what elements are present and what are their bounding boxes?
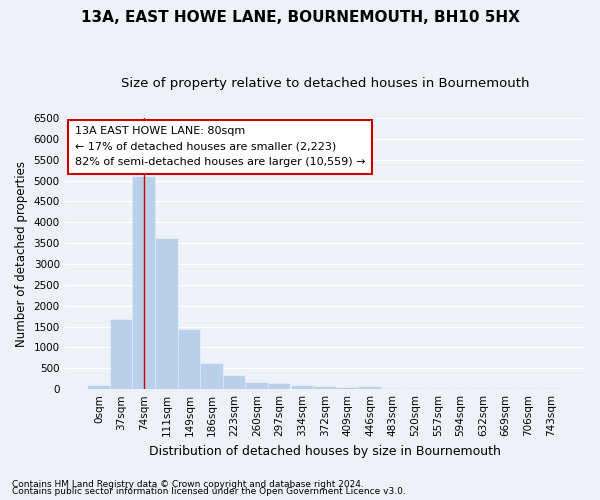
Bar [88, 386, 110, 389]
Bar [314, 387, 335, 389]
X-axis label: Distribution of detached houses by size in Bournemouth: Distribution of detached houses by size … [149, 444, 501, 458]
Title: Size of property relative to detached houses in Bournemouth: Size of property relative to detached ho… [121, 78, 529, 90]
Text: Contains public sector information licensed under the Open Government Licence v3: Contains public sector information licen… [12, 487, 406, 496]
Text: 13A, EAST HOWE LANE, BOURNEMOUTH, BH10 5HX: 13A, EAST HOWE LANE, BOURNEMOUTH, BH10 5… [80, 10, 520, 25]
Y-axis label: Number of detached properties: Number of detached properties [15, 160, 28, 346]
Text: 13A EAST HOWE LANE: 80sqm
← 17% of detached houses are smaller (2,223)
82% of se: 13A EAST HOWE LANE: 80sqm ← 17% of detac… [75, 126, 365, 168]
Bar [133, 178, 155, 389]
Bar [359, 387, 381, 389]
Bar [179, 330, 200, 389]
Bar [224, 376, 245, 389]
Bar [269, 384, 290, 389]
Bar [111, 320, 133, 389]
Bar [201, 364, 223, 389]
Bar [337, 388, 358, 389]
Bar [292, 386, 313, 389]
Bar [247, 382, 268, 389]
Text: Contains HM Land Registry data © Crown copyright and database right 2024.: Contains HM Land Registry data © Crown c… [12, 480, 364, 489]
Bar [156, 239, 178, 389]
